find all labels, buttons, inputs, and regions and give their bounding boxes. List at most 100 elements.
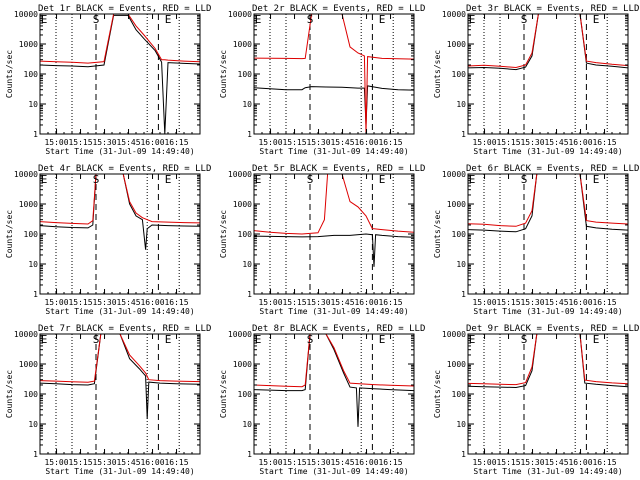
series-line-events [254, 334, 414, 427]
y-tick-label: 10000 [442, 170, 466, 179]
series-line-events [254, 233, 414, 267]
x-tick-label: 16:15 [164, 458, 188, 467]
y-tick-label: 10000 [14, 10, 38, 19]
end-marker-left: E [469, 333, 476, 346]
y-tick-label: 100 [238, 70, 253, 79]
panel-det-2: Det 2r BLACK = Events, RED = LLD 1 10 100 10… [219, 4, 425, 156]
x-tick-label: 16:00 [140, 138, 164, 147]
x-tick-label: 16:15 [592, 298, 616, 307]
y-axis-label: Counts/sec [433, 210, 442, 258]
panel-det-7: Det 7r BLACK = Events, RED = LLD 1 10 100 10… [5, 324, 211, 476]
y-tick-label: 100 [24, 70, 39, 79]
start-marker: S [307, 13, 314, 26]
y-tick-label: 1000 [447, 360, 466, 369]
y-axis-label: Counts/sec [5, 210, 14, 258]
x-tick-label: 15:45 [116, 138, 140, 147]
panel-det-1: Det 1r BLACK = Events, RED = LLD 1 10 100 10… [5, 4, 211, 156]
series-line-lld [40, 334, 200, 383]
x-tick-label: 15:15 [282, 298, 306, 307]
x-tick-label: 15:45 [116, 458, 140, 467]
y-tick-label: 10 [242, 100, 252, 109]
x-axis-label: Start Time (31-Jul-09 14:49:40) [259, 467, 408, 476]
panel-det-6: Det 6r BLACK = Events, RED = LLD 1 10 100 10… [433, 164, 639, 316]
y-tick-label: 10000 [14, 170, 38, 179]
plot-frame [467, 13, 629, 135]
y-tick-label: 10 [28, 420, 38, 429]
x-tick-label: 16:00 [568, 138, 592, 147]
start-marker: S [307, 173, 314, 186]
x-tick-label: 15:00 [258, 458, 282, 467]
end-marker: E [379, 173, 386, 186]
y-tick-label: 1 [461, 130, 466, 139]
x-tick-label: 15:00 [44, 298, 68, 307]
y-tick-label: 100 [24, 390, 39, 399]
x-tick-label: 15:00 [258, 298, 282, 307]
x-tick-label: 15:30 [92, 298, 116, 307]
x-tick-label: 15:15 [282, 138, 306, 147]
x-tick-label: 15:15 [68, 298, 92, 307]
end-marker: E [593, 13, 600, 26]
start-marker: S [307, 333, 314, 346]
y-tick-label: 100 [24, 230, 39, 239]
y-tick-label: 1 [247, 130, 252, 139]
end-marker: E [165, 333, 172, 346]
y-tick-label: 1000 [233, 200, 252, 209]
x-tick-label: 15:30 [520, 458, 544, 467]
y-axis-label: Counts/sec [433, 50, 442, 98]
end-marker: E [379, 333, 386, 346]
y-tick-label: 10 [456, 420, 466, 429]
end-marker-left: E [469, 13, 476, 26]
x-tick-label: 15:00 [472, 298, 496, 307]
y-axis-label: Counts/sec [5, 50, 14, 98]
x-tick-label: 15:00 [258, 138, 282, 147]
x-tick-label: 15:00 [44, 458, 68, 467]
y-tick-label: 1000 [19, 40, 38, 49]
x-tick-label: 15:00 [472, 458, 496, 467]
y-tick-label: 100 [452, 230, 467, 239]
x-tick-label: 15:30 [520, 298, 544, 307]
y-axis-label: Counts/sec [219, 50, 228, 98]
x-tick-label: 16:00 [354, 138, 378, 147]
plot-frame [39, 173, 201, 295]
plot-frame [253, 173, 415, 295]
end-marker-left: E [41, 333, 48, 346]
y-tick-label: 10 [242, 420, 252, 429]
y-tick-label: 100 [452, 390, 467, 399]
series-line-lld [40, 174, 200, 225]
x-axis-label: Start Time (31-Jul-09 14:49:40) [473, 467, 622, 476]
x-tick-label: 15:30 [306, 458, 330, 467]
x-tick-label: 16:15 [164, 298, 188, 307]
x-tick-label: 15:45 [544, 458, 568, 467]
panel-det-8: Det 8r BLACK = Events, RED = LLD 1 10 100 10… [219, 324, 425, 476]
x-tick-label: 15:45 [544, 138, 568, 147]
x-tick-label: 15:45 [330, 458, 354, 467]
y-tick-label: 1 [33, 130, 38, 139]
y-tick-label: 10 [242, 260, 252, 269]
series-line-events [468, 174, 628, 233]
x-tick-label: 15:15 [68, 458, 92, 467]
end-marker-left: E [469, 173, 476, 186]
y-tick-label: 1000 [19, 360, 38, 369]
x-tick-label: 15:15 [68, 138, 92, 147]
panel-title: Det 1r BLACK = Events, RED = LLD [38, 4, 211, 14]
end-marker: E [165, 173, 172, 186]
x-tick-label: 16:00 [140, 298, 164, 307]
end-marker-left: E [41, 173, 48, 186]
x-tick-label: 16:15 [378, 458, 402, 467]
x-axis-label: Start Time (31-Jul-09 14:49:40) [259, 147, 408, 156]
x-tick-label: 15:15 [496, 458, 520, 467]
plot-frame [253, 333, 415, 455]
y-tick-label: 10 [456, 260, 466, 269]
y-tick-label: 1000 [19, 200, 38, 209]
series-line-lld [40, 14, 200, 64]
panel-det-4: Det 4r BLACK = Events, RED = LLD 1 10 100 10… [5, 164, 211, 316]
x-tick-label: 15:30 [520, 138, 544, 147]
panel-title: Det 8r BLACK = Events, RED = LLD [252, 324, 425, 334]
start-marker: S [93, 13, 100, 26]
series-line-events [40, 334, 200, 419]
series-line-lld [468, 174, 628, 227]
end-marker-left: E [41, 13, 48, 26]
end-marker: E [165, 13, 172, 26]
end-marker-left: E [255, 173, 262, 186]
